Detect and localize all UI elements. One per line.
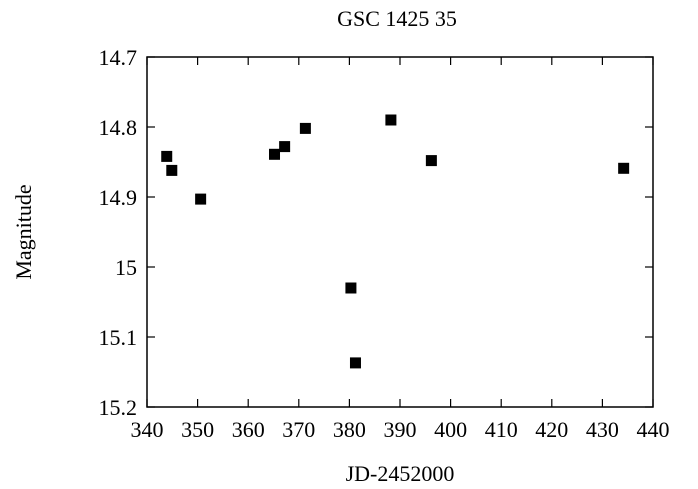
data-point bbox=[345, 282, 357, 294]
y-tick-label: 14.8 bbox=[99, 115, 138, 140]
data-point bbox=[385, 114, 397, 126]
data-point bbox=[618, 162, 630, 174]
data-points bbox=[161, 114, 630, 369]
data-point bbox=[269, 148, 281, 160]
y-tick-label: 14.7 bbox=[99, 45, 138, 70]
y-tick-label: 15 bbox=[115, 255, 137, 280]
x-tick-label: 420 bbox=[535, 417, 568, 442]
x-tick-label: 360 bbox=[232, 417, 265, 442]
data-point bbox=[166, 164, 178, 176]
chart-title: GSC 1425 35 bbox=[337, 6, 457, 31]
data-point bbox=[349, 357, 361, 369]
y-tick-label: 15.1 bbox=[99, 325, 138, 350]
data-point bbox=[299, 122, 311, 134]
data-point bbox=[195, 193, 207, 205]
x-tick-label: 440 bbox=[637, 417, 670, 442]
x-tick-label: 370 bbox=[282, 417, 315, 442]
data-point bbox=[161, 150, 173, 162]
y-tick-label: 14.9 bbox=[99, 185, 138, 210]
x-tick-label: 430 bbox=[586, 417, 619, 442]
x-tick-label: 340 bbox=[131, 417, 164, 442]
y-axis: 14.7 14.8 14.9 15 15.1 15.2 bbox=[99, 45, 653, 420]
plot-frame bbox=[146, 56, 654, 408]
x-tick-label: 390 bbox=[384, 417, 417, 442]
data-point bbox=[279, 141, 291, 153]
data-point bbox=[425, 155, 437, 167]
y-tick-label: 15.2 bbox=[99, 395, 138, 420]
x-axis-title: JD-2452000 bbox=[346, 461, 455, 486]
x-axis: 340 350 360 370 380 390 400 410 420 430 440 bbox=[131, 57, 670, 442]
y-axis-title: Magnitude bbox=[11, 184, 36, 279]
x-tick-label: 350 bbox=[181, 417, 214, 442]
x-tick-label: 400 bbox=[434, 417, 467, 442]
x-tick-label: 380 bbox=[333, 417, 366, 442]
x-tick-label: 410 bbox=[485, 417, 518, 442]
